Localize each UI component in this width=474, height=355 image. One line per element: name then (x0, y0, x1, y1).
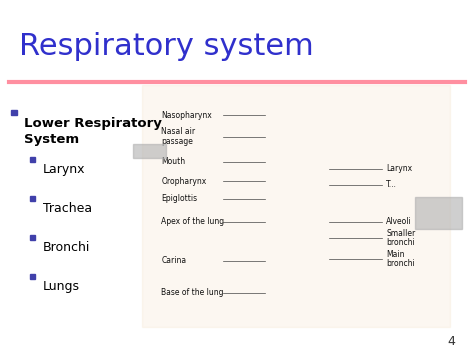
Text: Carina: Carina (161, 256, 186, 266)
Text: Epiglottis: Epiglottis (161, 194, 197, 203)
Text: Alveoli: Alveoli (386, 217, 412, 226)
Text: Larynx: Larynx (43, 163, 85, 176)
Text: Respiratory system: Respiratory system (19, 32, 314, 61)
Text: Larynx: Larynx (386, 164, 412, 173)
Bar (133, 144, 166, 158)
Text: Oropharynx: Oropharynx (161, 176, 206, 186)
Text: Bronchi: Bronchi (43, 241, 90, 255)
Text: Apex of the lung: Apex of the lung (161, 217, 224, 226)
Text: 4: 4 (447, 335, 455, 348)
Text: Main
bronchi: Main bronchi (386, 250, 415, 268)
Bar (30, 196, 35, 201)
Bar (142, 85, 450, 327)
Bar (30, 235, 35, 240)
Text: Nasopharynx: Nasopharynx (161, 111, 212, 120)
Bar (415, 197, 462, 229)
Bar (30, 274, 35, 279)
Text: Smaller
bronchi: Smaller bronchi (386, 229, 416, 247)
Text: Lungs: Lungs (43, 280, 80, 294)
Text: T...: T... (386, 180, 397, 189)
Text: Lower Respiratory
System: Lower Respiratory System (24, 117, 162, 146)
Bar (11, 110, 17, 115)
Text: Mouth: Mouth (161, 157, 185, 166)
Text: Trachea: Trachea (43, 202, 92, 215)
Text: Nasal air
passage: Nasal air passage (161, 127, 195, 146)
Text: Base of the lung: Base of the lung (161, 288, 224, 297)
Bar (30, 157, 35, 162)
